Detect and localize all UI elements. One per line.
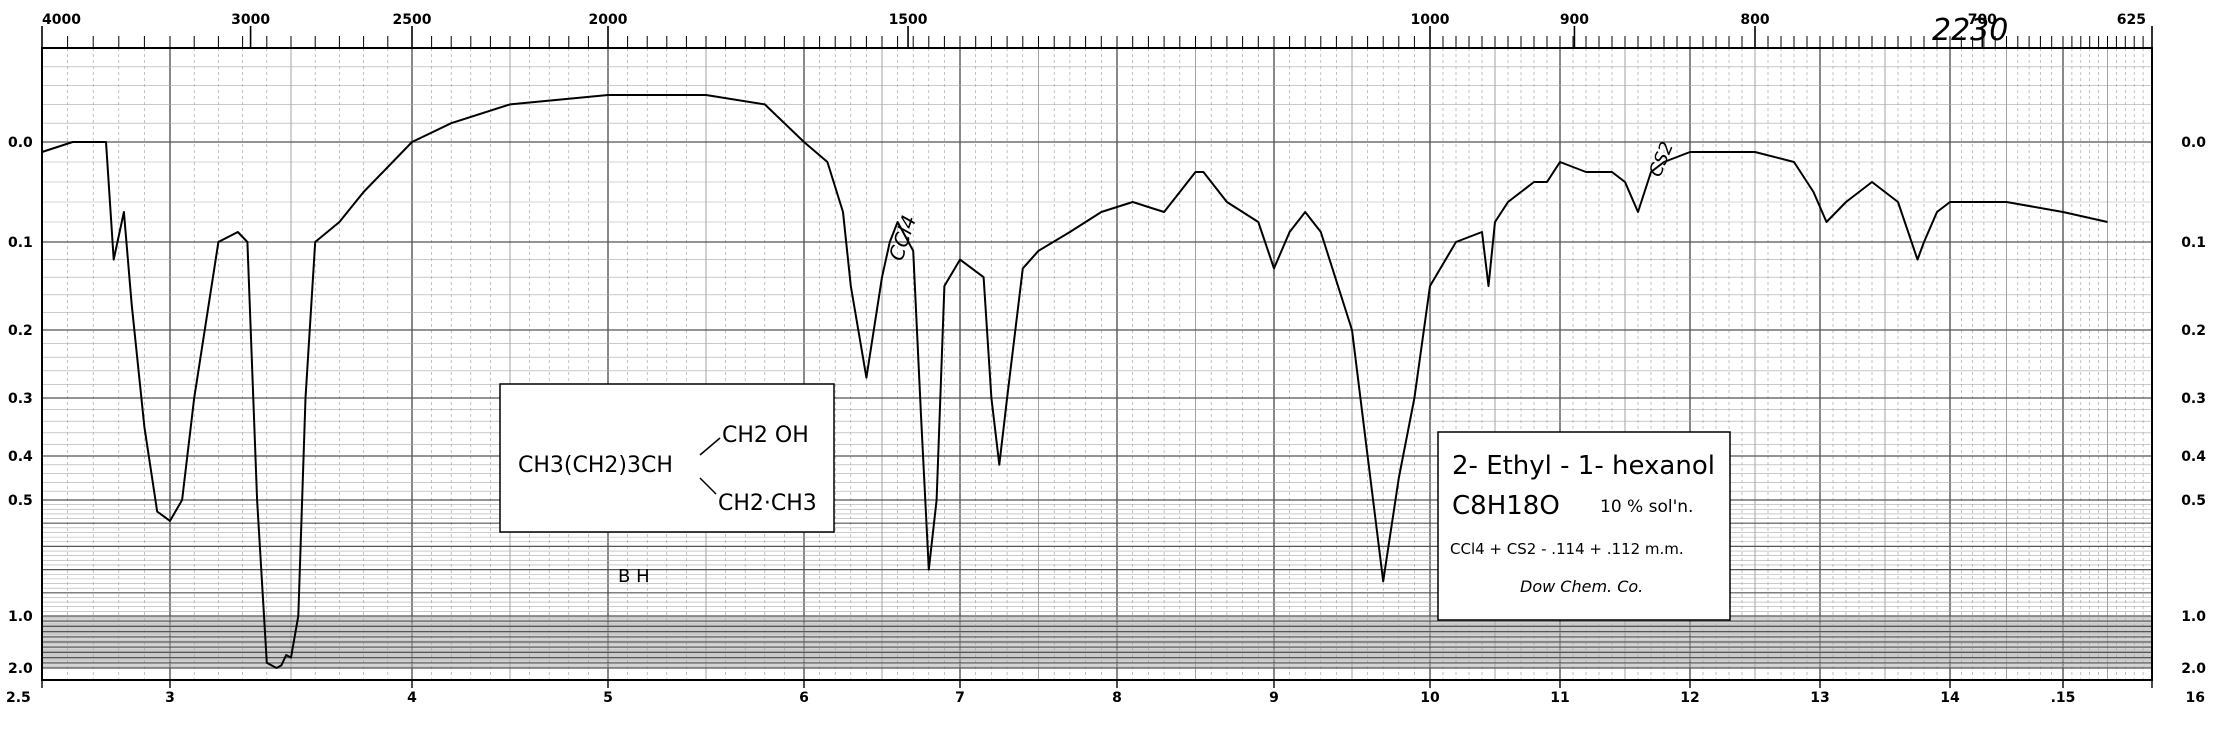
wavelength-tick-label: 13: [1810, 690, 1829, 706]
structure-box: CH3(CH2)3CH CH2 OH CH2·CH3: [499, 383, 835, 533]
absorbance-tick-label-right: 0.1: [2181, 235, 2206, 251]
absorbance-tick-label-right: 0.5: [2181, 493, 2206, 509]
wavelength-tick-label: .15: [2051, 690, 2076, 706]
plot-frame: [41, 47, 2153, 681]
wavenumber-tick-label: 800: [1740, 12, 1769, 28]
absorbance-tick-label-right: 2.0: [2181, 661, 2206, 677]
compound-concentration: 10 % sol'n.: [1600, 497, 1693, 517]
wavenumber-tick-label: 4000: [42, 12, 81, 28]
wavenumber-axis: 4000 3000 2500 2000 1500 1000 900 800 700 625: [41, 12, 2153, 48]
compound-formula: C8H18O: [1452, 491, 1560, 521]
compound-solvent: CCl4 + CS2 - .114 + .112 m.m.: [1450, 540, 1684, 558]
absorbance-axis-left: 0.0 0.1 0.2 0.3 0.4 0.5 1.0 2.0: [8, 135, 33, 677]
structure-bond-up: [699, 437, 721, 456]
spectrum-number: 2230: [1932, 13, 2008, 48]
absorbance-tick-label-left: 0.0: [8, 135, 33, 151]
wavenumber-tick-label: 2500: [393, 12, 432, 28]
annotation-ccl4: CCl4: [884, 212, 921, 263]
wavenumber-tick-label: 2000: [589, 12, 628, 28]
wavelength-tick-label: 16: [2186, 690, 2205, 706]
absorbance-tick-label-left: 0.5: [8, 493, 33, 509]
wavenumber-tick-label: 3000: [231, 12, 270, 28]
absorbance-tick-label-right: 0.3: [2181, 391, 2206, 407]
structure-box-frame: [499, 383, 835, 533]
structure-left: CH3(CH2)3CH: [518, 453, 673, 478]
wavenumber-tick-label: 700: [1968, 12, 1997, 28]
structure-bond-down: [699, 477, 717, 495]
wavenumber-tick-label: 1000: [1411, 12, 1450, 28]
info-box-frame: [1437, 431, 1731, 621]
absorbance-tick-label-right: 1.0: [2181, 609, 2206, 625]
compound-source: Dow Chem. Co.: [1520, 577, 1643, 596]
wavelength-tick-label: 14: [1940, 690, 1960, 706]
wavelength-tick-label: 7: [955, 690, 965, 706]
wavelength-tick-label: 12: [1680, 690, 1699, 706]
wavelength-axis: 2.5 3 4 5 6 7 8 9 10 11 12 13 14 .15 16: [6, 680, 2205, 706]
spectrum-series: [41, 94, 2108, 669]
wavelength-tick-label: 6: [799, 690, 809, 706]
absorbance-tick-label-left: 1.0: [8, 609, 33, 625]
absorbance-tick-label-right: 0.0: [2181, 135, 2206, 151]
absorbance-tick-label-left: 0.1: [8, 235, 33, 251]
compound-name: 2- Ethyl - 1- hexanol: [1452, 451, 1715, 481]
absorbance-axis-right: 0.0 0.1 0.2 0.3 0.4 0.5 1.0 2.0: [2181, 135, 2206, 677]
wavelength-tick-label: 10: [1420, 690, 1440, 706]
wavelength-tick-label: 4: [407, 690, 417, 706]
compound-info-box: 2- Ethyl - 1- hexanol C8H18O 10 % sol'n.…: [1437, 431, 1731, 621]
wavenumber-tick-label: 900: [1560, 12, 1589, 28]
absorbance-tick-label-right: 0.2: [2181, 323, 2206, 339]
absorbance-tick-label-left: 0.4: [8, 449, 33, 465]
wavelength-tick-label: 9: [1269, 690, 1279, 706]
wavelength-tick-label: 8: [1112, 690, 1122, 706]
structure-lower-branch: CH2·CH3: [718, 491, 817, 516]
margin-text: B H: [618, 566, 650, 587]
absorbance-tick-label-right: 0.4: [2181, 449, 2206, 465]
absorbance-tick-label-left: 0.2: [8, 323, 33, 339]
absorbance-tick-label-left: 0.3: [8, 391, 33, 407]
structure-upper-branch: CH2 OH: [722, 423, 809, 448]
spectrum-line: [41, 94, 2108, 669]
wavelength-tick-label: 11: [1550, 690, 1569, 706]
absorbance-tick-label-left: 2.0: [8, 661, 33, 677]
wavenumber-tick-label: 1500: [889, 12, 928, 28]
chart-grid: [41, 48, 2153, 680]
wavelength-tick-label: 5: [603, 690, 613, 706]
wavelength-tick-label: 2.5: [6, 690, 31, 706]
wavelength-tick-label: 3: [165, 690, 175, 706]
wavenumber-tick-label: 625: [2117, 12, 2146, 28]
